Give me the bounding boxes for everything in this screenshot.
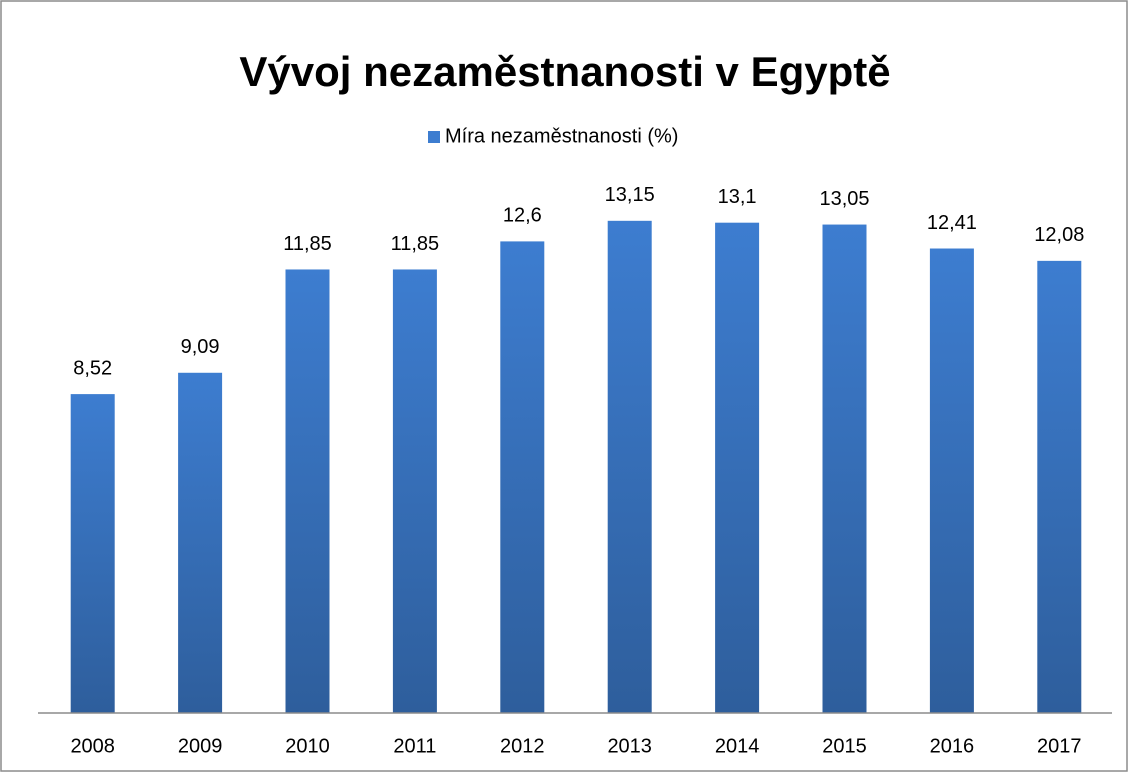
data-label: 12,6 [503,205,542,227]
data-label: 11,85 [391,233,440,255]
legend-label: Míra nezaměstnanosti (%) [445,125,678,147]
bar [607,220,652,714]
bar [70,394,115,713]
bar [822,224,867,714]
x-tick-label: 2011 [393,735,436,757]
bar [1037,260,1082,713]
data-label: 8,52 [73,357,112,379]
data-label: 11,85 [283,233,332,255]
bar [500,241,545,713]
x-tick-label: 2012 [500,735,545,757]
x-tick-label: 2017 [1037,735,1082,757]
x-tick-label: 2010 [285,735,330,757]
x-tick-label: 2009 [178,735,223,757]
bar [178,372,223,713]
x-tick-label: 2008 [70,735,115,757]
chart-title: Vývoj nezaměstnanosti v Egyptě [239,48,890,95]
data-label: 13,15 [605,184,655,206]
data-label: 13,05 [819,188,869,210]
x-tick-label: 2013 [607,735,652,757]
x-tick-label: 2014 [715,735,760,757]
data-label: 9,09 [181,336,220,358]
bar [929,248,974,714]
legend-swatch [428,131,440,143]
bar [715,222,760,713]
bar [285,269,330,713]
data-label: 13,1 [718,186,757,208]
data-label: 12,41 [927,212,977,234]
bar [392,269,437,713]
x-tick-label: 2015 [822,735,867,757]
x-tick-label: 2016 [930,735,975,757]
data-label: 12,08 [1034,224,1084,246]
